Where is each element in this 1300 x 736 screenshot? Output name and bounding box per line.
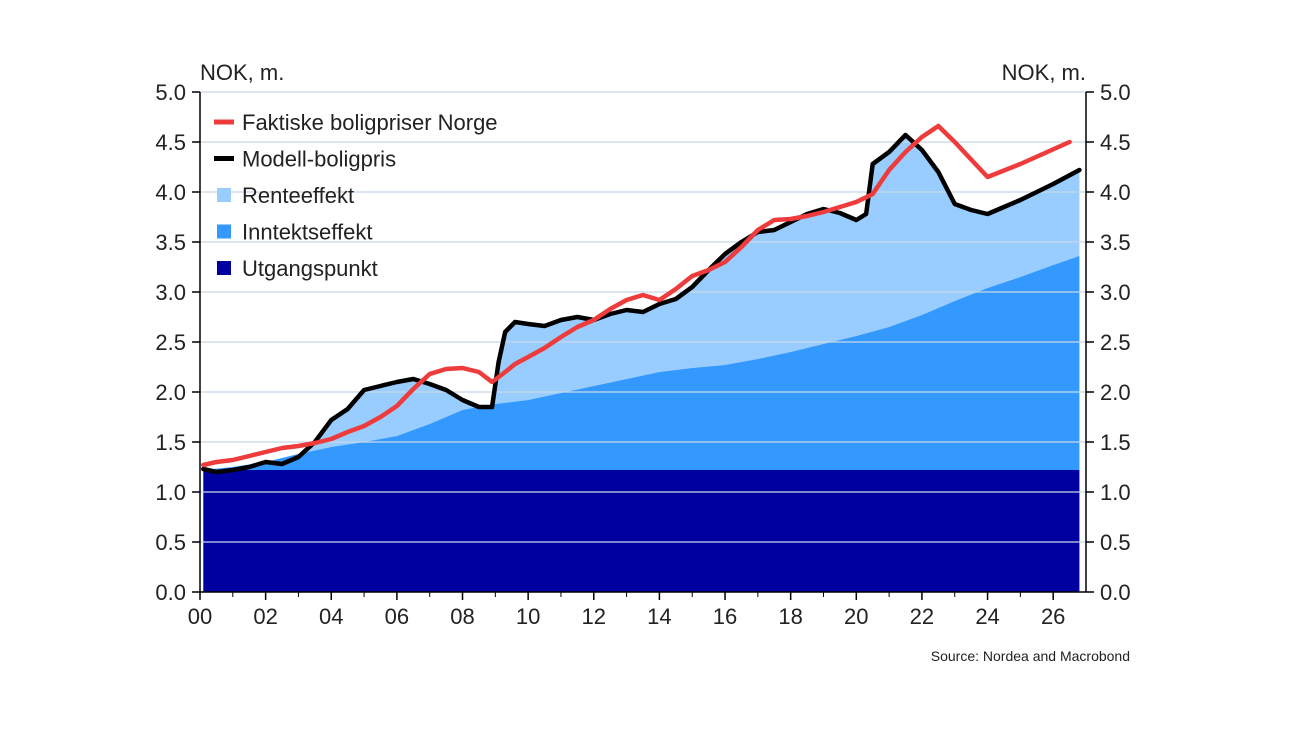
y-tick-label-right: 1.0 xyxy=(1100,480,1131,505)
y-tick-label-right: 2.5 xyxy=(1100,330,1131,355)
legend: Faktiske boligpriser Norge Modell-boligpr… xyxy=(214,110,498,281)
y-tick-label-right: 4.5 xyxy=(1100,130,1131,155)
y-tick-label-right: 2.0 xyxy=(1100,380,1131,405)
legend-label: Utgangspunkt xyxy=(242,256,378,281)
y-tick-label-right: 3.0 xyxy=(1100,280,1131,305)
y-tick-label-left: 3.0 xyxy=(155,280,186,305)
legend-label: Faktiske boligpriser Norge xyxy=(242,110,498,135)
y-tick-label-left: 0.0 xyxy=(155,580,186,605)
legend-swatch xyxy=(217,188,231,202)
x-tick-label: 06 xyxy=(385,604,409,629)
x-tick-label: 04 xyxy=(319,604,343,629)
y-tick-label-right: 4.0 xyxy=(1100,180,1131,205)
x-tick-label: 16 xyxy=(713,604,737,629)
series-line xyxy=(201,123,1072,468)
y-tick-label-left: 2.5 xyxy=(155,330,186,355)
x-tick-label: 18 xyxy=(778,604,802,629)
x-tick-label: 08 xyxy=(450,604,474,629)
y-tick-label-left: 2.0 xyxy=(155,380,186,405)
y-tick-label-left: 5.0 xyxy=(155,80,186,105)
legend-label: Renteeffekt xyxy=(242,183,354,208)
legend-label: Inntektseffekt xyxy=(242,220,372,245)
x-tick-label: 02 xyxy=(253,604,277,629)
x-tick-label: 22 xyxy=(910,604,934,629)
y-tick-label-left: 3.5 xyxy=(155,230,186,255)
y-tick-label-right: 0.0 xyxy=(1100,580,1131,605)
x-tick-label: 12 xyxy=(582,604,606,629)
legend-label: Modell-boligpris xyxy=(242,147,396,172)
x-tick-label: 24 xyxy=(975,604,999,629)
x-tick-label: 10 xyxy=(516,604,540,629)
axes-layer: 0.0 0.0 0.5 0.5 1.0 1.0 1.5 1.5 2.0 2.0 2.5 2.5 3.0 3… xyxy=(155,80,1130,629)
y-axis-label-right: NOK, m. xyxy=(1002,60,1086,85)
y-tick-label-left: 1.0 xyxy=(155,480,186,505)
legend-swatch xyxy=(217,261,231,275)
line-layer xyxy=(201,123,1082,475)
y-axis-label-left: NOK, m. xyxy=(200,60,284,85)
y-tick-label-right: 3.5 xyxy=(1100,230,1131,255)
y-tick-label-right: 1.5 xyxy=(1100,430,1131,455)
y-tick-label-left: 1.5 xyxy=(155,430,186,455)
y-tick-label-left: 4.5 xyxy=(155,130,186,155)
area-inntektseffekt xyxy=(203,256,1080,470)
x-tick-label: 14 xyxy=(647,604,671,629)
y-tick-label-right: 0.5 xyxy=(1100,530,1131,555)
y-tick-label-right: 5.0 xyxy=(1100,80,1131,105)
area-utgangspunkt xyxy=(203,470,1080,592)
grid-layer xyxy=(200,91,1086,543)
x-tick-label: 26 xyxy=(1041,604,1065,629)
y-tick-label-left: 0.5 xyxy=(155,530,186,555)
x-tick-label: 20 xyxy=(844,604,868,629)
x-tick-label: 00 xyxy=(188,604,212,629)
legend-swatch xyxy=(217,224,231,239)
source-note: Source: Nordea and Macrobond xyxy=(931,648,1130,664)
y-tick-label-left: 4.0 xyxy=(155,180,186,205)
